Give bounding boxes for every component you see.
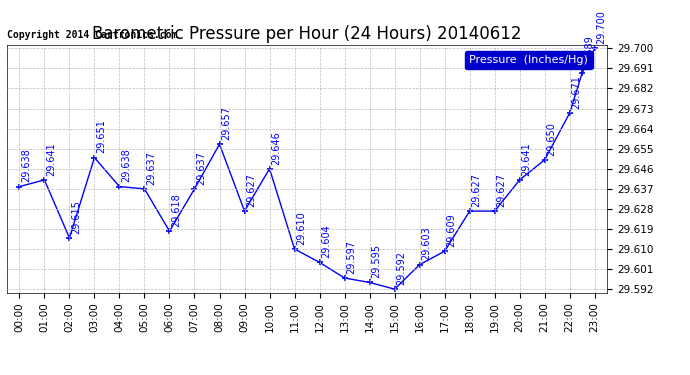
Text: 29.610: 29.610: [297, 211, 306, 245]
Text: 29.689: 29.689: [584, 35, 594, 69]
Text: 29.609: 29.609: [446, 213, 457, 247]
Text: 29.651: 29.651: [97, 120, 106, 153]
Text: 29.671: 29.671: [571, 75, 582, 109]
Text: 29.637: 29.637: [197, 151, 206, 184]
Text: 29.627: 29.627: [497, 173, 506, 207]
Text: 29.627: 29.627: [246, 173, 257, 207]
Text: 29.618: 29.618: [171, 193, 181, 227]
Text: Copyright 2014 Cartronics.com: Copyright 2014 Cartronics.com: [7, 30, 177, 40]
Legend: Pressure  (Inches/Hg): Pressure (Inches/Hg): [465, 51, 593, 69]
Text: 29.638: 29.638: [21, 148, 31, 182]
Text: 29.627: 29.627: [471, 173, 482, 207]
Text: 29.592: 29.592: [397, 251, 406, 285]
Text: 29.646: 29.646: [271, 131, 282, 165]
Text: 29.641: 29.641: [522, 142, 531, 176]
Text: 29.650: 29.650: [546, 122, 557, 156]
Text: 29.595: 29.595: [371, 244, 382, 278]
Text: 29.615: 29.615: [71, 200, 81, 234]
Text: 29.597: 29.597: [346, 240, 357, 274]
Title: Barometric Pressure per Hour (24 Hours) 20140612: Barometric Pressure per Hour (24 Hours) …: [92, 26, 522, 44]
Text: 29.604: 29.604: [322, 225, 331, 258]
Text: 29.657: 29.657: [221, 106, 231, 140]
Text: 29.603: 29.603: [422, 227, 431, 261]
Text: 29.638: 29.638: [121, 148, 131, 182]
Text: 29.637: 29.637: [146, 151, 157, 184]
Text: 29.700: 29.700: [597, 10, 607, 44]
Text: 29.641: 29.641: [46, 142, 57, 176]
